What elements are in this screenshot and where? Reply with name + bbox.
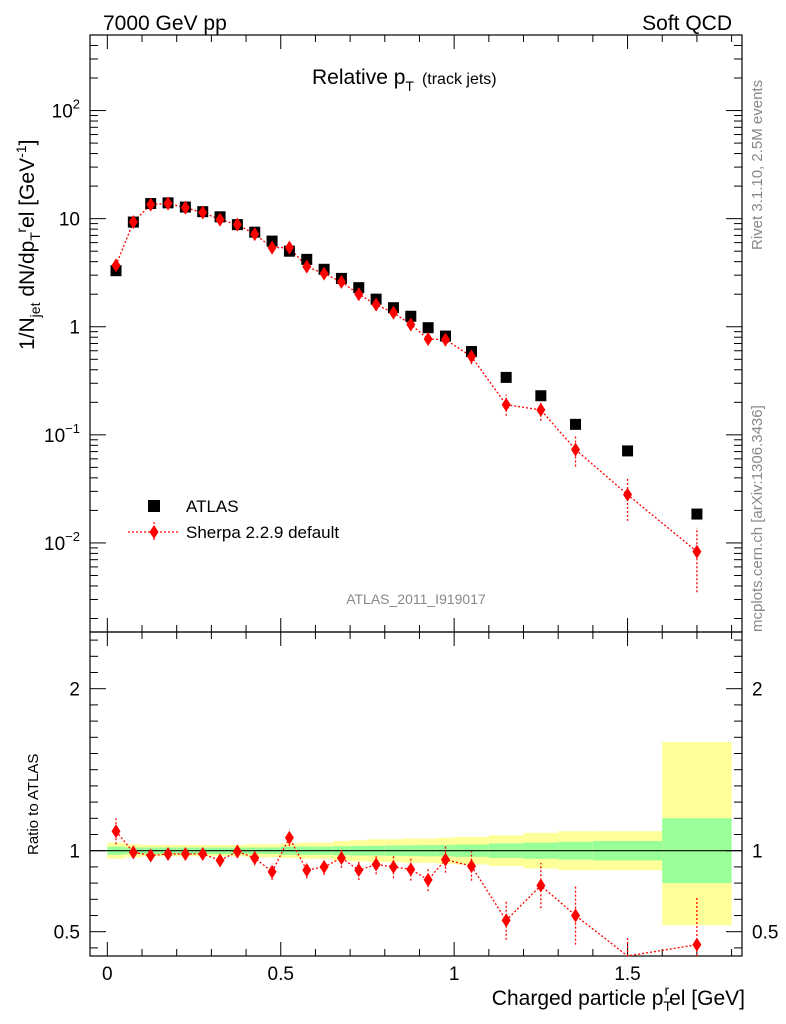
mc-point (111, 258, 121, 273)
mc-point (692, 544, 702, 559)
y-tick-label: 102 (52, 97, 80, 123)
y-tick-label: 10−2 (44, 529, 80, 555)
mc-point (388, 305, 398, 320)
ratio-y-tick-label-right: 1 (752, 842, 763, 863)
mc-point (336, 274, 346, 289)
mc-point (623, 487, 633, 502)
header-left: 7000 GeV pp (103, 12, 227, 35)
ratio-point (128, 845, 138, 860)
atlas-point (622, 445, 634, 457)
ratio-point (336, 850, 346, 865)
ratio-point (440, 852, 450, 867)
y-tick-label: 10−1 (44, 421, 80, 447)
mc-point (501, 397, 511, 412)
ratio-point (371, 857, 381, 872)
x-tick-label: 1 (449, 964, 460, 985)
ratio-line (115, 830, 698, 957)
ratio-point (284, 830, 294, 845)
mc-point (371, 297, 381, 312)
mc-point (406, 317, 416, 332)
mc-point (267, 240, 277, 255)
atlas-point (535, 390, 547, 402)
ratio-y-tick-label-right: 0.5 (752, 923, 778, 944)
x-tick-label: 1.5 (614, 964, 640, 985)
ratio-point (692, 937, 702, 952)
ratio-plot: 0 0.5 1 1.5 0.5 0.5 1 1 2 2 (54, 631, 778, 985)
mc-point (232, 217, 242, 232)
ratio-y-tick-label-right: 2 (752, 680, 763, 701)
ratio-point (215, 853, 225, 868)
plot-title: Relative pT (track jets) (312, 66, 497, 94)
ratio-y-tick-label: 2 (69, 680, 80, 701)
legend-atlas-label: ATLAS (186, 497, 239, 516)
header-right: Soft QCD (642, 12, 732, 35)
legend-mc-marker (149, 525, 159, 539)
ratio-point (302, 863, 312, 878)
ratio-ylabel: Ratio to ATLAS (25, 754, 42, 855)
mc-point (466, 349, 476, 364)
ratio-point (163, 846, 173, 861)
y-tick-label: 10 (59, 210, 80, 231)
mc-point (163, 196, 173, 211)
ratio-point (232, 844, 242, 859)
atlas-point (570, 418, 582, 430)
ratio-point (388, 859, 398, 874)
analysis-tag: ATLAS_2011_I919017 (346, 591, 486, 607)
ratio-point (354, 863, 364, 878)
ratio-point (146, 848, 156, 863)
atlas-point (500, 371, 512, 383)
mc-point (180, 200, 190, 215)
mc-point (302, 259, 312, 274)
top-frame (89, 34, 743, 633)
mc-point (284, 240, 294, 255)
ratio-y-tick-label: 0.5 (54, 923, 80, 944)
x-tick-label: 0.5 (268, 964, 294, 985)
atlas-point (691, 508, 703, 520)
mc-point (198, 205, 208, 220)
y-tick-label: 1 (69, 318, 80, 339)
mc-point (354, 287, 364, 302)
ratio-point (180, 846, 190, 861)
mcplots-label: mcplots.cern.ch [arXiv:1306.3436] (749, 405, 766, 632)
legend: ATLAS Sherpa 2.2.9 default (128, 497, 339, 542)
mc-point (319, 266, 329, 281)
ratio-point (267, 864, 277, 879)
ratio-y-tick-label: 1 (69, 842, 80, 863)
ratio-point (501, 913, 511, 928)
ratio-point (423, 872, 433, 887)
mc-point (571, 442, 581, 457)
legend-atlas-marker (148, 500, 160, 512)
atlas-point (422, 322, 434, 334)
x-tick-label: 0 (102, 964, 113, 985)
mc-point (250, 227, 260, 242)
ratio-point (466, 859, 476, 874)
mc-point (423, 332, 433, 347)
ratio-point (250, 850, 260, 865)
atlas-point (301, 253, 313, 265)
rivet-label: Rivet 3.1.10, 2.5M events (749, 80, 766, 250)
mc-point (128, 215, 138, 230)
mc-point (536, 402, 546, 417)
top-ylabel: 1/Njet dN/dpTrel [GeV-1] (13, 140, 43, 350)
ratio-point (111, 824, 121, 839)
legend-mc-label: Sherpa 2.2.9 default (186, 523, 339, 542)
atlas-point (405, 310, 417, 322)
ratio-point (319, 859, 329, 874)
mc-point (146, 197, 156, 212)
top-plot: 10−2 10−1 1 10 102 (44, 34, 743, 956)
ratio-frame (89, 631, 743, 957)
xlabel: Charged particle pTrel [GeV] (492, 982, 745, 1014)
mc-point (440, 332, 450, 347)
ratio-point (536, 878, 546, 893)
ratio-point (198, 846, 208, 861)
ratio-point (406, 862, 416, 877)
ratio-point (571, 908, 581, 923)
mc-point (215, 212, 225, 227)
